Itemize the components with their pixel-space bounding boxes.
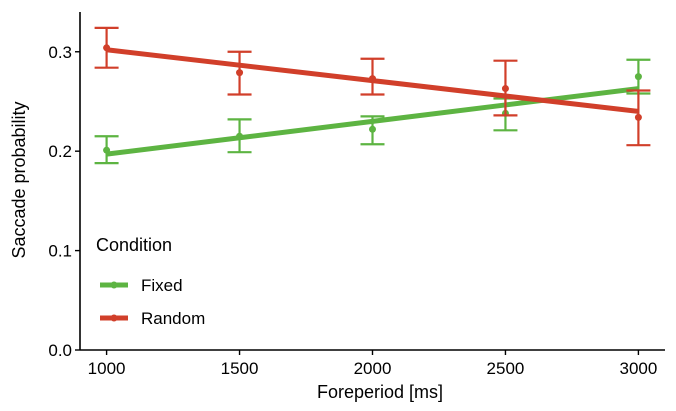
legend-label-random: Random [141, 309, 205, 328]
x-axis-title: Foreperiod [ms] [317, 382, 443, 402]
legend-marker-random [110, 314, 118, 322]
y-tick-label: 0.1 [48, 242, 72, 261]
data-point-fixed [103, 146, 111, 154]
data-point-random [634, 113, 642, 121]
data-point-fixed [236, 132, 244, 140]
legend-entries: Fixed Random [100, 276, 205, 328]
y-tick-label: 0.3 [48, 43, 72, 62]
y-axis-title: Saccade probability [9, 101, 29, 258]
legend-title: Condition [96, 235, 172, 255]
data-point-random [369, 75, 376, 83]
series-random [94, 26, 651, 147]
x-tick-label: 1500 [221, 359, 259, 378]
y-ticks: 0.0 0.1 0.2 0.3 [48, 43, 80, 360]
y-tick-label: 0.0 [48, 341, 72, 360]
x-tick-label: 2500 [487, 359, 525, 378]
legend-entry-fixed: Fixed [100, 276, 183, 295]
plot-series [94, 26, 651, 165]
data-point-fixed [634, 73, 642, 81]
data-point-fixed [369, 125, 376, 133]
legend-entry-random: Random [100, 309, 205, 328]
legend-label-fixed: Fixed [141, 276, 183, 295]
x-tick-label: 1000 [88, 359, 126, 378]
legend: Condition Fixed Random [96, 235, 205, 328]
data-point-random [103, 44, 111, 52]
legend-marker-fixed [110, 281, 118, 289]
data-point-random [501, 85, 509, 93]
x-tick-label: 3000 [619, 359, 657, 378]
data-point-random [236, 69, 244, 77]
x-ticks: 1000 1500 2000 2500 3000 [88, 350, 657, 378]
x-tick-label: 2000 [354, 359, 392, 378]
y-tick-label: 0.2 [48, 142, 72, 161]
